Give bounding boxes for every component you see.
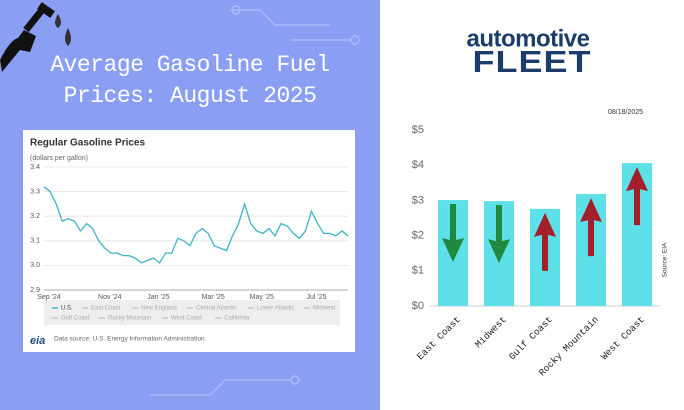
legend-label: Gulf Coast xyxy=(61,316,90,322)
y-tick-label: $1 xyxy=(412,265,424,277)
legend-label: East Coast xyxy=(91,306,121,312)
source-note: Source: EIA xyxy=(662,242,669,277)
legend-box xyxy=(44,300,340,325)
x-tick-label: May '25 xyxy=(250,294,274,301)
date: 08/18/2025 xyxy=(608,109,643,116)
y-tick-label: $2 xyxy=(412,230,424,242)
logo-top: automotive xyxy=(466,25,589,52)
y-tick-label: $0 xyxy=(412,300,424,312)
y-tick-label: $4 xyxy=(412,159,424,171)
legend-label: New England xyxy=(141,306,177,312)
logo-bottom: FLEET xyxy=(473,45,592,79)
chart-subtitle: (dollars per gallon) xyxy=(30,155,88,162)
y-tick-label: $3 xyxy=(412,194,424,206)
page-title: Average Gasoline Fuel Prices: August 202… xyxy=(50,52,330,109)
y-tick-label: 2.9 xyxy=(30,287,40,294)
legend-label: U.S. xyxy=(61,306,73,312)
legend-label: Midwest xyxy=(313,306,335,312)
circuit-decor xyxy=(150,5,360,396)
y-tick-label: $5 xyxy=(412,124,424,136)
fuel-pump-icon xyxy=(0,2,71,72)
eia-logo: eia xyxy=(30,335,45,347)
data-line xyxy=(43,186,349,264)
legend-label: Lower Atlantic xyxy=(257,306,294,312)
trend-arrow xyxy=(626,167,648,226)
y-tick-label: 3.0 xyxy=(30,262,40,269)
trend-arrow xyxy=(534,212,556,271)
x-tick-label: Sep '24 xyxy=(37,294,61,301)
y-tick-label: 3.3 xyxy=(30,188,40,195)
y-tick-label: 3.4 xyxy=(30,164,40,171)
legend-label: Rocky Mountain xyxy=(108,316,151,322)
y-tick-label: 3.2 xyxy=(30,213,40,220)
x-tick-label: Mar '25 xyxy=(202,294,225,301)
x-tick-label: Jan '25 xyxy=(147,294,169,301)
x-tick-label: Nov '24 xyxy=(98,294,122,301)
y-tick-label: 3.1 xyxy=(30,238,40,245)
legend-label: West Coast xyxy=(171,316,202,322)
legend-label: Central Atlantic xyxy=(196,306,236,312)
source-note: Data source: U.S. Energy Information Adm… xyxy=(54,336,205,343)
chart-title: Regular Gasoline Prices xyxy=(30,138,145,149)
trend-arrow xyxy=(442,204,464,263)
legend-label: California xyxy=(224,316,250,322)
trend-arrow xyxy=(580,198,602,257)
x-tick-label: Jul '25 xyxy=(307,294,327,301)
trend-arrow xyxy=(488,205,510,264)
